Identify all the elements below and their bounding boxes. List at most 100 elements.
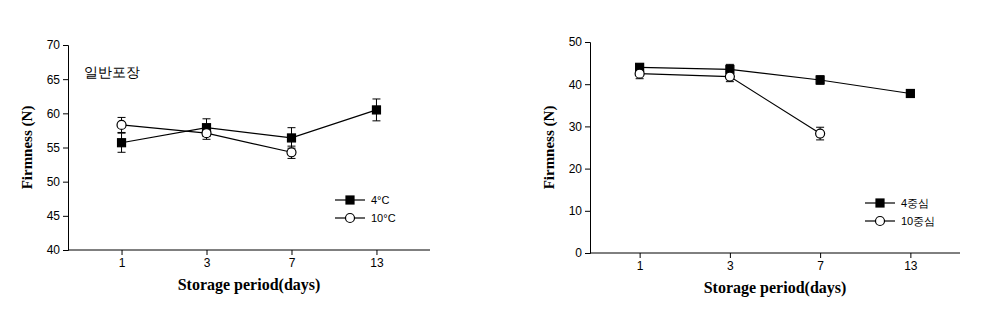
x-tick: 1: [637, 253, 644, 273]
y-tick: 65: [47, 73, 68, 87]
x-tick-label: 13: [370, 256, 384, 270]
y-axis-title: Firmness (N): [19, 106, 36, 190]
y-tick: 10: [569, 204, 590, 218]
x-tick: 1: [119, 250, 126, 270]
line: [122, 110, 377, 143]
y-tick-mark: [63, 182, 68, 183]
error-cap: [726, 64, 734, 65]
error-cap: [372, 120, 380, 121]
x-tick: 13: [370, 250, 384, 270]
x-axis: 13713: [590, 253, 960, 273]
y-tick: 50: [569, 35, 590, 49]
y-tick-label: 65: [47, 73, 61, 87]
legend-label: 4°C: [371, 194, 390, 206]
y-tick: 50: [47, 175, 68, 189]
y-tick-mark: [63, 113, 68, 114]
legend-marker: [876, 217, 885, 226]
plot-area: [635, 63, 914, 140]
x-tick-label: 3: [204, 256, 211, 270]
y-tick-mark: [585, 169, 590, 170]
error-bar: [287, 128, 295, 149]
x-tick: 3: [204, 250, 211, 270]
y-tick-mark: [63, 45, 68, 46]
error-cap: [372, 98, 380, 99]
error-cap: [118, 132, 126, 133]
x-tick-mark: [910, 253, 911, 258]
error-cap: [203, 118, 211, 119]
y-tick-label: 55: [47, 141, 61, 155]
x-tick-mark: [640, 253, 641, 258]
error-cap: [118, 152, 126, 153]
marker: [906, 89, 914, 97]
x-tick-mark: [820, 253, 821, 258]
y-tick: 55: [47, 141, 68, 155]
y-axis-title: Firmness (N): [541, 106, 558, 190]
error-cap: [118, 117, 126, 118]
error-cap: [816, 127, 824, 128]
x-axis-title: Storage period(days): [704, 279, 847, 297]
y-tick-mark: [63, 216, 68, 217]
plot-area: [117, 99, 380, 158]
x-tick-label: 1: [119, 256, 126, 270]
x-tick: 13: [904, 253, 918, 273]
marker: [816, 129, 825, 138]
y-tick: 40: [569, 78, 590, 92]
legend-item: 4°C: [335, 194, 390, 206]
y-tick-mark: [63, 79, 68, 80]
x-tick-label: 1: [637, 259, 644, 273]
x-tick: 3: [727, 253, 734, 273]
x-tick-label: 13: [904, 259, 918, 273]
y-tick-label: 50: [569, 35, 583, 49]
error-cap: [287, 146, 295, 147]
series: [118, 99, 381, 152]
x-tick: 7: [817, 253, 824, 273]
y-tick-mark: [585, 211, 590, 212]
error-cap: [816, 139, 824, 140]
marker: [725, 72, 734, 81]
x-tick: 7: [289, 250, 296, 270]
y-tick-label: 40: [47, 243, 61, 257]
y-axis-line: [585, 43, 591, 254]
x-axis-line: [590, 253, 960, 254]
x-axis-title: Storage period(days): [178, 276, 321, 294]
y-tick: 30: [569, 120, 590, 134]
x-tick-label: 7: [817, 259, 824, 273]
error-bar: [118, 133, 126, 152]
chart: 4045505560657013713Storage period(days)F…: [19, 38, 430, 294]
marker: [635, 69, 644, 78]
error-bar: [118, 117, 126, 132]
y-tick-mark: [585, 84, 590, 85]
marker: [118, 139, 126, 147]
y-tick-mark: [585, 126, 590, 127]
y-tick: 40: [47, 243, 68, 257]
series: [117, 117, 296, 158]
legend-item: 10중심: [865, 215, 935, 227]
x-tick-label: 7: [289, 256, 296, 270]
legend-item: 10°C: [335, 212, 396, 224]
x-axis: 13713: [68, 250, 430, 270]
error-bar: [636, 69, 644, 79]
marker: [117, 120, 126, 129]
legend-marker: [346, 196, 354, 204]
y-tick-label: 20: [569, 162, 583, 176]
marker: [202, 129, 211, 138]
error-bar: [372, 99, 380, 121]
x-tick-mark: [291, 250, 292, 255]
legend-marker: [876, 199, 884, 207]
series: [636, 63, 915, 97]
y-tick: 0: [575, 246, 590, 260]
error-cap: [203, 127, 211, 128]
error-cap: [287, 127, 295, 128]
y-tick-label: 40: [569, 78, 583, 92]
error-cap: [203, 139, 211, 140]
y-axis: 0 10 20 30 40 50: [569, 35, 591, 260]
error-cap: [118, 133, 126, 134]
legend: 4°C 10°C: [335, 194, 396, 224]
y-tick-label: 50: [47, 175, 61, 189]
marker: [372, 106, 380, 114]
error-bar: [287, 146, 295, 158]
figure: 4045505560657013713Storage period(days)F…: [0, 0, 998, 311]
series: [635, 69, 824, 140]
error-bar: [726, 72, 734, 82]
error-bar: [203, 127, 211, 139]
